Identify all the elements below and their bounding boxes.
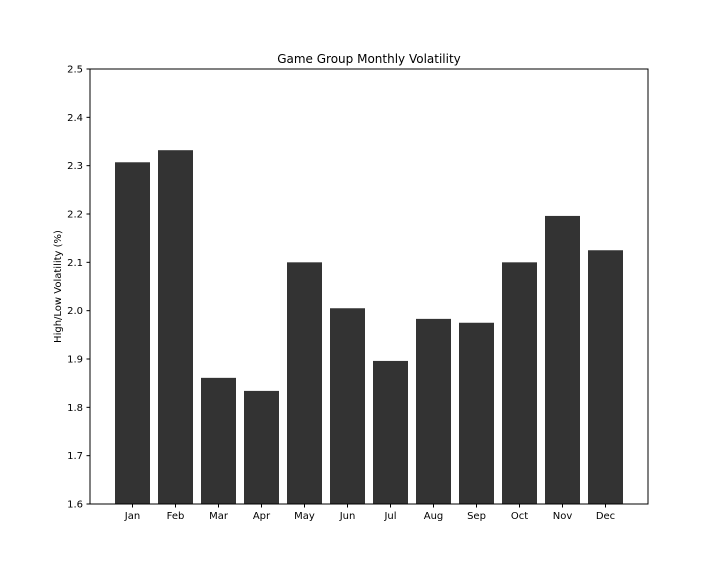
x-tick-label-jan: Jan <box>124 511 140 522</box>
y-tick-label-2-0: 2.0 <box>67 306 83 317</box>
chart-title: Game Group Monthly Volatility <box>277 52 461 66</box>
bars-group <box>115 150 623 504</box>
y-tick-label-1-7: 1.7 <box>67 451 83 462</box>
bar-dec <box>588 250 623 504</box>
bar-apr <box>244 390 279 504</box>
y-tick-label-2-1: 2.1 <box>67 258 83 269</box>
x-tick-label-nov: Nov <box>553 511 573 522</box>
x-tick-label-aug: Aug <box>424 511 444 522</box>
bar-oct <box>502 262 537 504</box>
bar-may <box>287 262 322 504</box>
bar-sep <box>459 322 494 504</box>
bar-feb <box>158 150 193 504</box>
bar-aug <box>416 318 451 504</box>
y-tick-label-2-5: 2.5 <box>67 65 83 76</box>
y-tick-label-2-2: 2.2 <box>67 210 83 221</box>
y-tick-label-1-8: 1.8 <box>67 403 83 414</box>
x-tick-label-jun: Jun <box>339 511 356 522</box>
y-tick-label-1-9: 1.9 <box>67 355 83 366</box>
y-axis: 1.6 1.7 1.8 1.9 2.0 2.1 2.2 2.3 2.4 2.5 <box>67 65 90 511</box>
x-tick-label-jul: Jul <box>383 511 396 522</box>
y-tick-label-2-4: 2.4 <box>67 113 83 124</box>
x-tick-label-apr: Apr <box>253 511 271 522</box>
bar-nov <box>545 215 580 504</box>
plot-frame <box>89 68 649 505</box>
bar-jun <box>330 308 365 504</box>
x-tick-label-mar: Mar <box>209 511 229 522</box>
x-tick-label-oct: Oct <box>511 511 528 522</box>
bar-mar <box>201 377 236 504</box>
x-tick-label-feb: Feb <box>167 511 185 522</box>
x-tick-label-dec: Dec <box>596 511 615 522</box>
y-tick-label-2-3: 2.3 <box>67 161 83 172</box>
y-tick-label-1-6: 1.6 <box>67 500 83 511</box>
x-axis: Jan Feb Mar Apr May Jun Jul Aug Sep Oct Nov Dec <box>124 504 615 522</box>
bar-jul <box>373 360 408 504</box>
x-tick-label-sep: Sep <box>467 511 486 522</box>
x-tick-label-may: May <box>294 511 315 522</box>
y-axis-title: High/Low Volatility (%) <box>53 230 64 343</box>
bar-jan <box>115 162 150 504</box>
